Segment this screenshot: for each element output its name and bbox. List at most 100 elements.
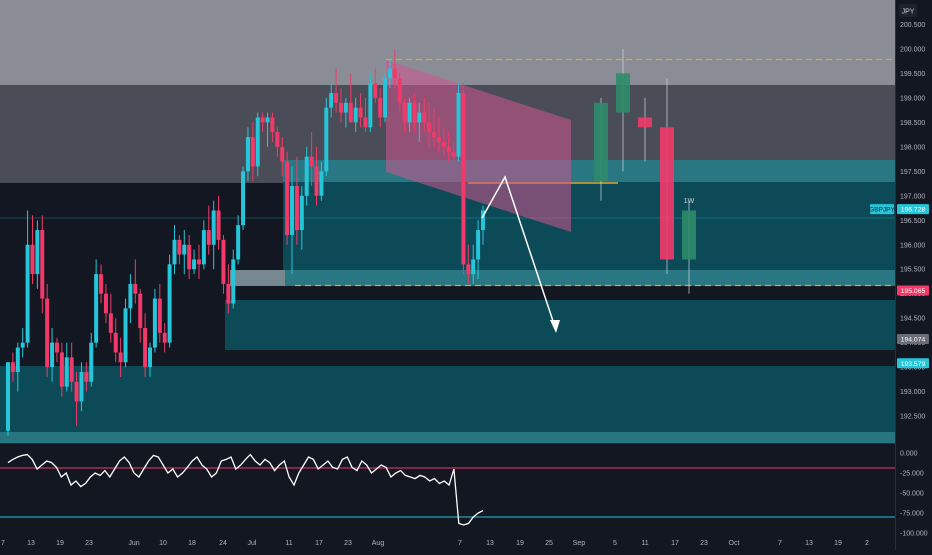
candle-body [108,313,113,333]
weekly-body [616,73,630,113]
time-axis-label: 5 [613,540,617,547]
candle-body [387,68,392,79]
time-axis-label: 7 [778,540,782,547]
candle-body [348,102,353,123]
candle-body [231,259,236,304]
candle-body [74,381,79,402]
candle-body [245,137,250,172]
candle-body [334,93,339,103]
candle-body [432,132,437,138]
weekly-body [594,102,608,182]
candle-body [59,352,64,387]
rsi-pane-bg [0,443,895,533]
price-tag-value: 193.579 [901,361,926,368]
weekly-body [682,210,696,260]
candle-body [40,230,45,299]
candle-body [167,264,172,343]
candle-body [152,298,157,348]
candle-body [309,156,314,167]
candle-body [196,259,201,265]
projection-arrow [481,175,557,331]
price-tag-value: 196.728 [901,207,926,214]
weekly-candles [594,48,696,294]
candle-body [123,308,128,363]
candle-body [15,347,20,373]
time-axis-label: 23 [85,540,93,547]
price-tick-label: 200.500 [900,22,925,29]
weekly-body [638,117,652,128]
candle-body [324,107,329,172]
candle-body [84,372,89,382]
zone-grey-top [0,0,895,85]
candle-body [319,171,324,196]
candle-body [471,259,476,275]
candle-body [265,117,270,123]
candle-body [329,93,334,108]
price-tag-box [897,204,929,215]
candle-body [25,244,30,343]
candle-body [451,151,456,157]
candle-body [236,225,241,260]
time-axis-label: Oct [729,540,740,547]
candle-body [373,83,378,98]
price-tick-label: 200.000 [900,46,925,53]
candle-body [358,107,363,118]
candle-body [407,102,412,123]
time-axis-label: 13 [27,540,35,547]
candle-body [436,137,441,142]
time-axis-label: 17 [671,540,679,547]
time-axis-label: 11 [641,540,648,547]
zone-grey-small [230,270,285,286]
candle-body [314,166,319,196]
rsi-tick-label: -25.000 [900,471,924,478]
time-axis-label: Jul [248,540,257,547]
candle-body [89,342,94,382]
weekly-body [660,127,674,260]
candle-body [211,210,216,245]
price-tick-label: 198.000 [900,144,925,151]
candle-body [383,78,388,118]
time-axis-label: Sep [573,540,586,547]
time-axis-label: 13 [486,540,494,547]
candle-body [6,362,10,431]
time-axis-label: 23 [344,540,352,547]
time-axis-label: 23 [700,540,708,547]
candle-body [270,117,275,133]
price-tag-box [897,334,929,345]
candle-body [378,97,383,118]
candle-body [54,342,59,353]
pink-channel [386,60,571,232]
candle-body [103,293,108,314]
candle-body [241,171,246,226]
time-axis-label: 25 [545,540,553,547]
candle-body [99,274,104,294]
candle-body [466,264,471,275]
candle-body [157,298,162,333]
price-tick-label: 199.500 [900,71,925,78]
rsi-line [7,453,484,526]
candle-body [290,186,295,235]
price-tag-value: 195.065 [901,288,926,295]
candle-body [182,244,187,255]
rsi-tick-label: 0.000 [900,451,918,458]
candle-body [368,83,373,128]
candle-body [476,230,481,260]
time-axis-label: 7 [1,540,5,547]
price-tick-label: 198.500 [900,120,925,127]
zone-teal-light-bottom [230,270,895,286]
candle-body [260,117,265,123]
price-tag-value: 194.074 [901,337,926,344]
time-axis-label: 11 [285,540,292,547]
candle-body [148,347,153,368]
weekly-label: 1W [684,198,695,205]
candle-body [79,372,84,402]
projection-arrowhead [550,320,560,333]
time-axis-bg [0,533,895,550]
candle-body [275,132,280,147]
price-tick-label: 197.500 [900,169,925,176]
candle-body [118,352,123,363]
daily-candles [6,48,485,436]
candle-body [45,298,50,368]
time-axis-label: 24 [219,540,227,547]
